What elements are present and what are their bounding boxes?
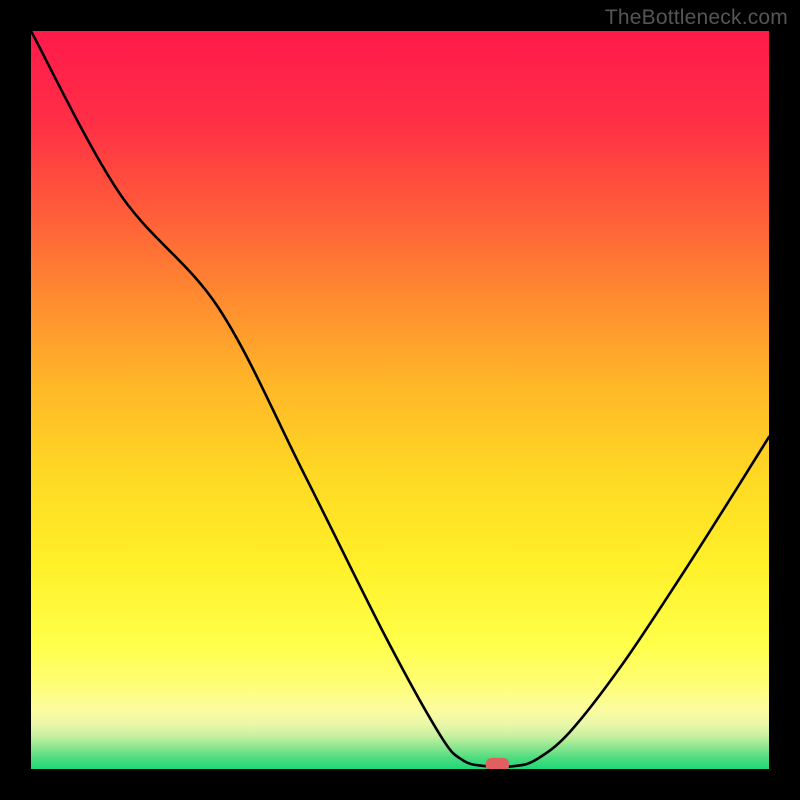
bottleneck-chart: [0, 0, 800, 800]
chart-background: [31, 31, 769, 769]
watermark-text: TheBottleneck.com: [605, 6, 788, 30]
